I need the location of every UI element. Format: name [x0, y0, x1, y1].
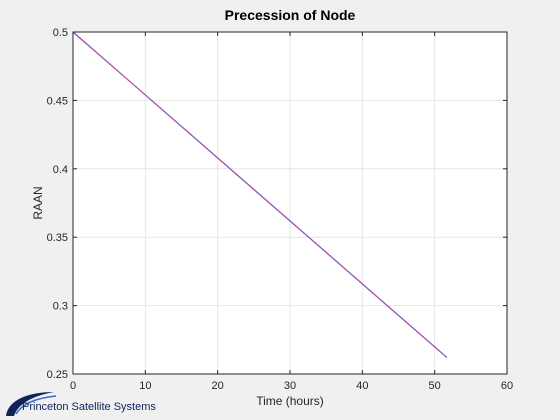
company-logo: Princeton Satellite Systems [2, 386, 202, 420]
x-tick-label: 40 [356, 380, 368, 392]
logo-text: Princeton Satellite Systems [22, 401, 156, 413]
x-tick-label: 10 [139, 380, 151, 392]
y-tick-label: 0.4 [53, 164, 68, 176]
x-tick-label: 30 [284, 380, 296, 392]
x-tick-label: 20 [212, 380, 224, 392]
x-axis-label: Time (hours) [256, 394, 324, 408]
x-tick-label: 50 [429, 380, 441, 392]
y-axis-label: RAAN [31, 186, 45, 219]
x-tick-label: 60 [501, 380, 513, 392]
ticks: 0 10 20 30 40 50 60 0.25 0.3 0.35 0.4 0.45 0.5 [47, 27, 514, 392]
y-tick-label: 0.35 [47, 232, 68, 244]
y-tick-label: 0.25 [47, 369, 68, 381]
y-tick-label: 0.45 [47, 95, 68, 107]
series-group [72, 31, 448, 359]
logo-swoosh-icon [6, 392, 57, 416]
chart-title: Precession of Node [225, 7, 356, 23]
x-tick-label: 0 [70, 380, 76, 392]
y-tick-label: 0.5 [53, 27, 68, 39]
series-line-1 [72, 31, 448, 358]
y-tick-label: 0.3 [53, 301, 68, 313]
